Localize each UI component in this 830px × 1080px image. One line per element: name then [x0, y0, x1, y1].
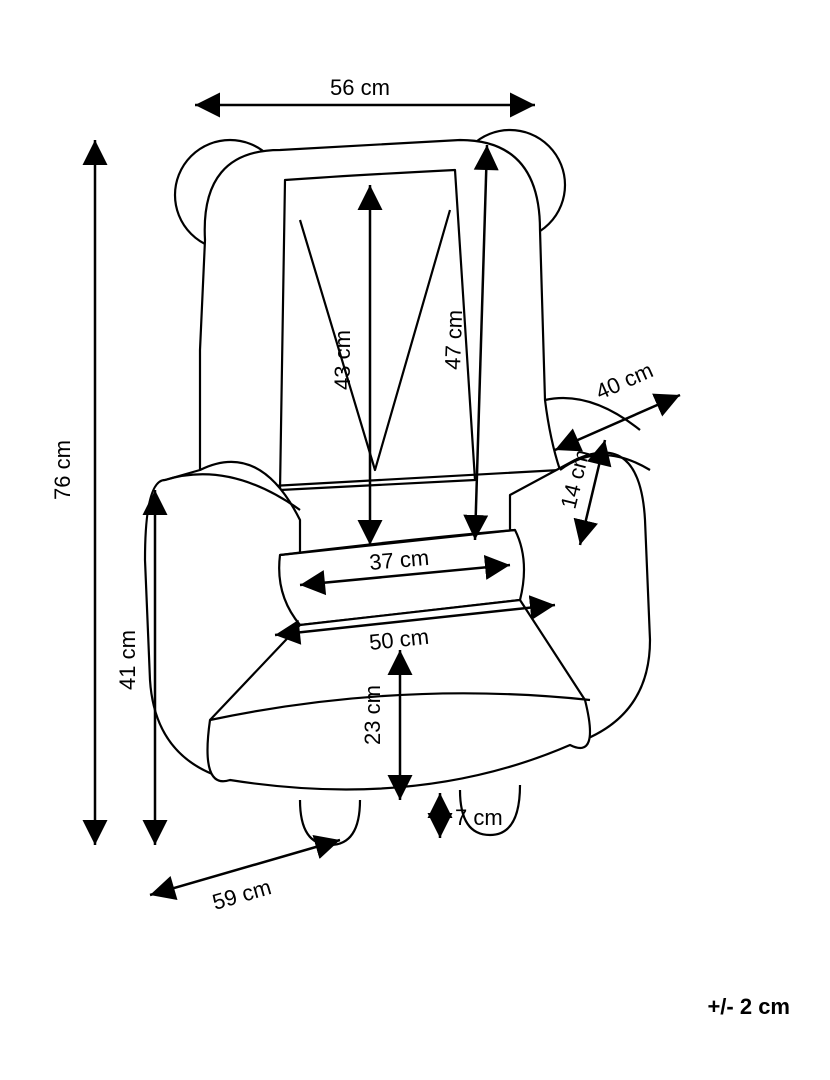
svg-text:76 cm: 76 cm — [50, 440, 75, 500]
svg-text:43 cm: 43 cm — [330, 330, 355, 390]
svg-text:47 cm: 47 cm — [440, 309, 467, 370]
dim-arm-depth: 40 cm — [555, 357, 680, 450]
svg-text:23 cm: 23 cm — [360, 685, 385, 745]
chair-dimension-diagram: 56 cm 76 cm 41 cm 59 cm 43 cm 47 cm 40 c… — [0, 0, 830, 1080]
svg-text:7 cm: 7 cm — [455, 805, 503, 830]
svg-text:59 cm: 59 cm — [209, 874, 273, 915]
tolerance-note: +/- 2 cm — [707, 994, 790, 1020]
svg-text:56 cm: 56 cm — [330, 75, 390, 100]
svg-text:37 cm: 37 cm — [368, 545, 430, 575]
dim-height-total: 76 cm — [50, 140, 95, 845]
dim-width-top: 56 cm — [195, 75, 535, 105]
dim-depth: 59 cm — [150, 840, 340, 915]
svg-text:41 cm: 41 cm — [115, 630, 140, 690]
svg-text:40 cm: 40 cm — [592, 357, 657, 404]
